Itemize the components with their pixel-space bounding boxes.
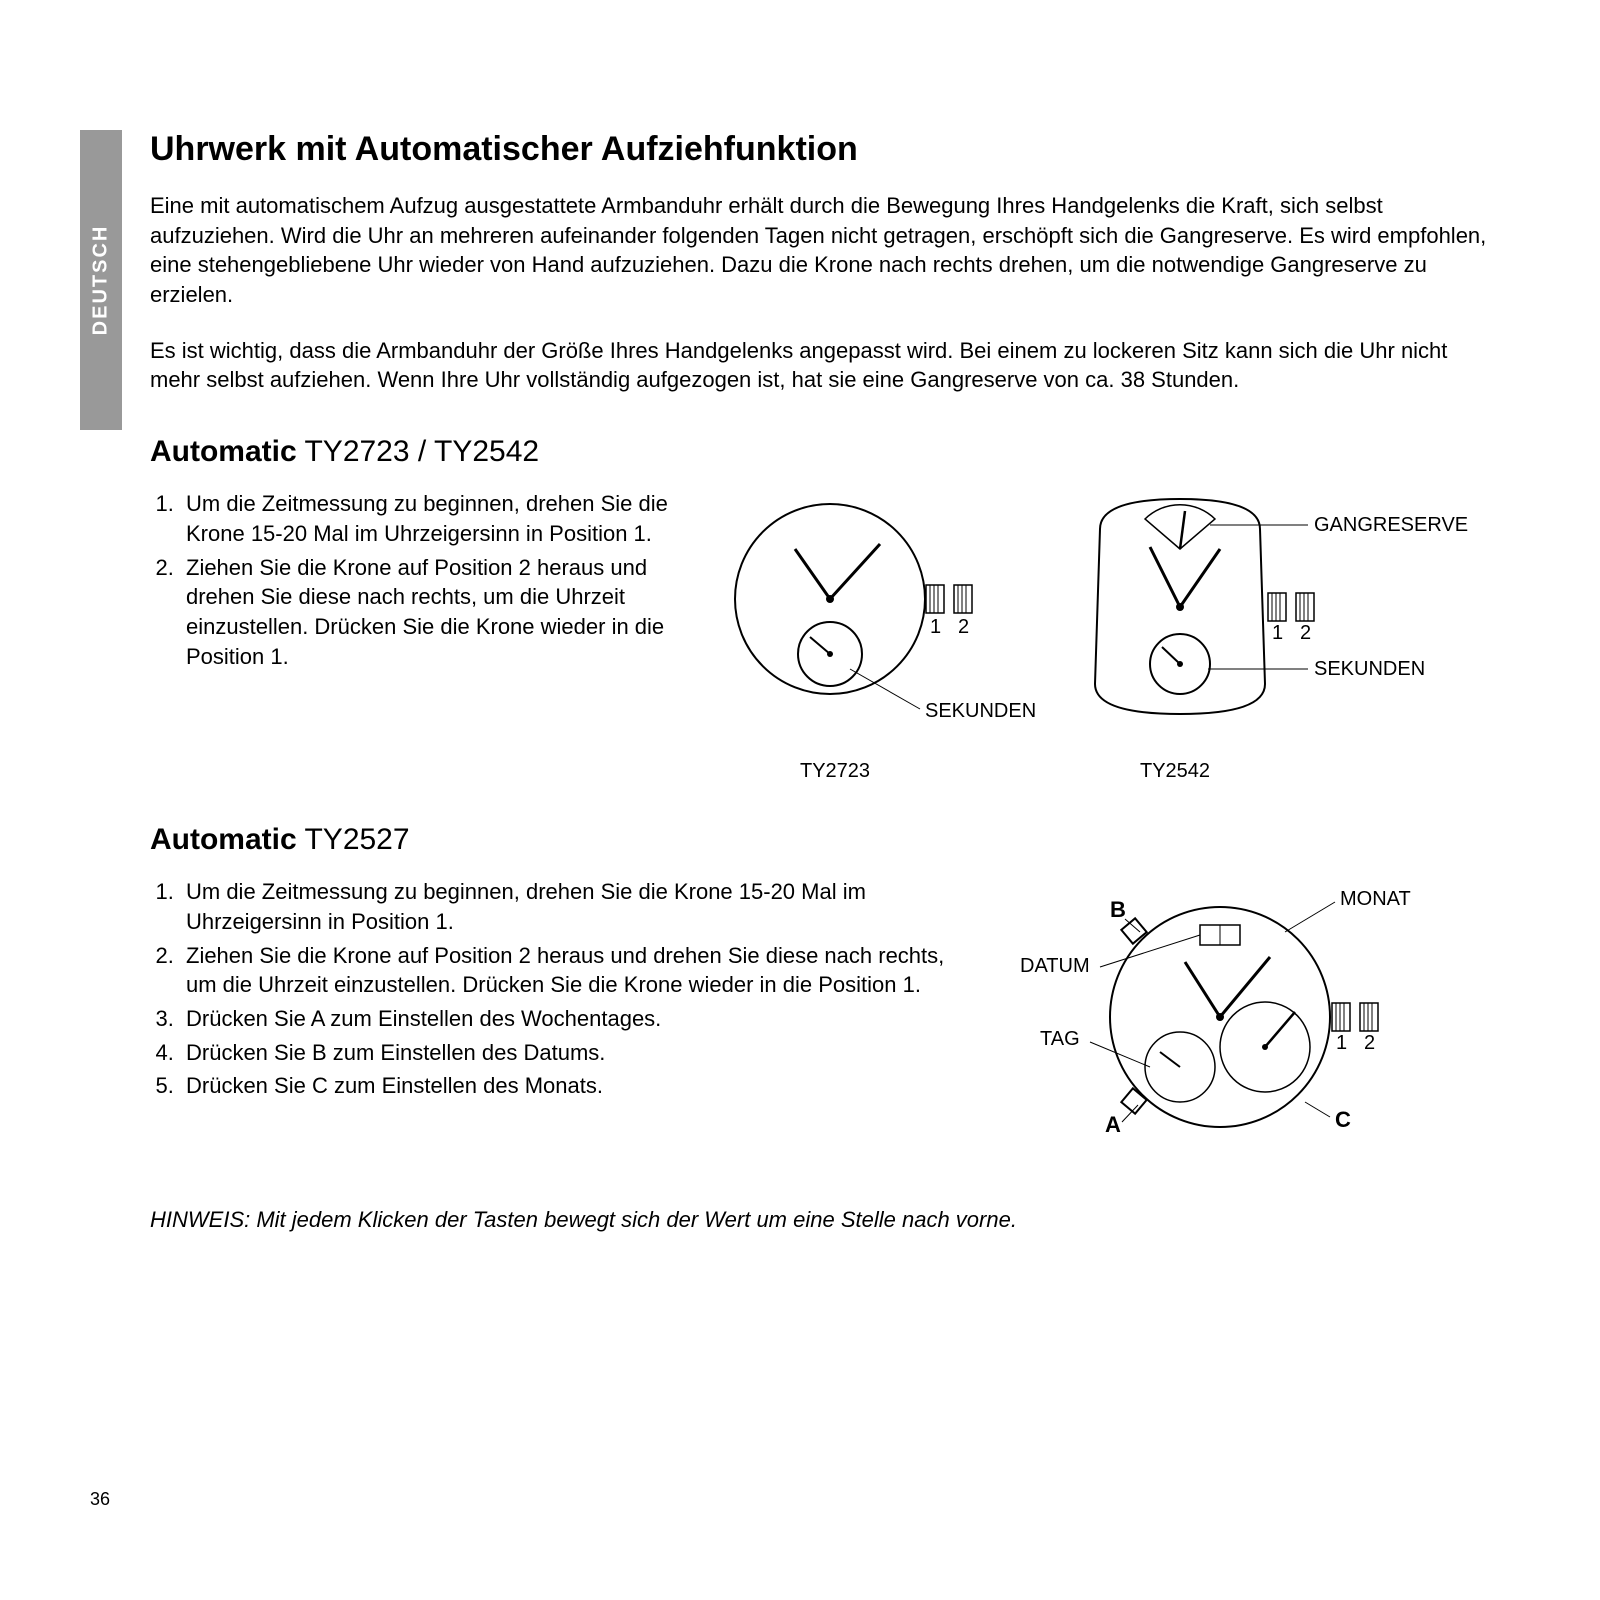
ty2527-crown1-icon (1332, 1003, 1350, 1031)
s1-title-rest: TY2723 / TY2542 (297, 435, 539, 468)
ty2527-crown2-icon (1360, 1003, 1378, 1031)
ty2527-tag: TAG (1040, 1028, 1080, 1050)
ty2542-pos2: 2 (1300, 622, 1311, 644)
s2-title-rest: TY2527 (297, 823, 410, 856)
ty2527-C: C (1335, 1107, 1351, 1132)
intro-para-1: Eine mit automatischem Aufzug ausgestatt… (150, 191, 1500, 310)
section2-heading: Automatic TY2527 (150, 823, 1500, 857)
s2-step-2: Ziehen Sie die Krone auf Position 2 hera… (180, 941, 970, 1000)
ty2542-gangreserve: GANGRESERVE (1314, 514, 1468, 536)
section2-steps: Um die Zeitmessung zu beginnen, drehen S… (150, 877, 970, 1105)
ty2542-crown1-icon (1268, 593, 1286, 621)
s2-step-1: Um die Zeitmessung zu beginnen, drehen S… (180, 877, 970, 936)
ty2527-B: B (1110, 897, 1126, 922)
section2-row: Um die Zeitmessung zu beginnen, drehen S… (150, 877, 1500, 1177)
section1-diagrams: 1 2 SEKUNDEN TY2723 (710, 489, 1450, 783)
ty2723-label: TY2723 (800, 760, 1030, 783)
crown-pos1-icon (926, 585, 944, 613)
language-tab: DEUTSCH (80, 130, 122, 430)
section1-steps: Um die Zeitmessung zu beginnen, drehen S… (150, 489, 690, 675)
main-heading: Uhrwerk mit Automatischer Aufziehfunktio… (150, 130, 1500, 169)
ty2527-monat: MONAT (1340, 888, 1411, 910)
ty2723-svg: 1 2 SEKUNDEN (710, 489, 1030, 749)
ty2527-p2: 2 (1364, 1032, 1375, 1054)
s2-title-bold: Automatic (150, 823, 297, 856)
ty2527-svg: 1 2 MONAT DATUM TAG B A (990, 877, 1470, 1177)
ty2723-sekunden: SEKUNDEN (925, 700, 1036, 722)
s2-step-3: Drücken Sie A zum Einstellen des Wochent… (180, 1004, 970, 1034)
s1-step-2: Ziehen Sie die Krone auf Position 2 hera… (180, 553, 690, 672)
ty2527-p1: 1 (1336, 1032, 1347, 1054)
section1-heading: Automatic TY2723 / TY2542 (150, 435, 1500, 469)
section2-diagram: 1 2 MONAT DATUM TAG B A (990, 877, 1470, 1177)
page-number: 36 (90, 1489, 110, 1510)
ty2527-A: A (1105, 1112, 1121, 1137)
s1-step-1: Um die Zeitmessung zu beginnen, drehen S… (180, 489, 690, 548)
ty2723-pos1: 1 (930, 616, 941, 638)
ty2542-crown2-icon (1296, 593, 1314, 621)
s2-step-5: Drücken Sie C zum Einstellen des Monats. (180, 1071, 970, 1101)
ty2542-sekunden: SEKUNDEN (1314, 658, 1425, 680)
intro-para-2: Es ist wichtig, dass die Armbanduhr der … (150, 336, 1500, 395)
diagram-ty2542: 1 2 GANGRESERVE SEKUNDEN TY2542 (1070, 489, 1450, 783)
manual-page: DEUTSCH Uhrwerk mit Automatischer Aufzie… (40, 60, 1560, 1540)
crown-pos2-icon (954, 585, 972, 613)
ty2723-pos2: 2 (958, 616, 969, 638)
ty2542-label: TY2542 (1140, 760, 1450, 783)
language-label: DEUTSCH (90, 225, 113, 336)
page-content: Uhrwerk mit Automatischer Aufziehfunktio… (150, 130, 1500, 1233)
ty2527-datum: DATUM (1020, 955, 1090, 977)
diagram-ty2723: 1 2 SEKUNDEN TY2723 (710, 489, 1030, 783)
ty2542-svg: 1 2 GANGRESERVE SEKUNDEN (1070, 489, 1450, 749)
section1-row: Um die Zeitmessung zu beginnen, drehen S… (150, 489, 1500, 783)
s2-step-4: Drücken Sie B zum Einstellen des Datums. (180, 1038, 970, 1068)
s1-title-bold: Automatic (150, 435, 297, 468)
ty2542-pos1: 1 (1272, 622, 1283, 644)
note-text: HINWEIS: Mit jedem Klicken der Tasten be… (150, 1207, 1500, 1233)
